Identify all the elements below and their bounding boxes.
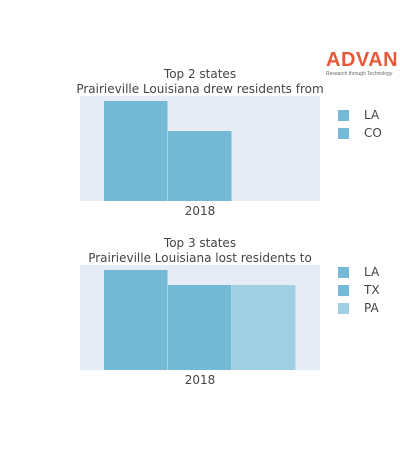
bar-tx <box>168 285 232 370</box>
chart-2-title: Top 3 states <box>163 236 237 250</box>
chart-2-subtitle: Prairieville Louisiana lost residents to <box>88 251 312 265</box>
legend-label: TX <box>364 283 380 297</box>
chart-1-legend: LA CO <box>338 106 382 142</box>
bar-co <box>168 131 232 201</box>
legend-label: LA <box>364 108 380 122</box>
bar-pa <box>232 285 296 370</box>
advan-logo: ADVAN Research through Technology <box>326 49 399 80</box>
chart-1-title: Top 2 states <box>163 67 237 81</box>
legend-label: LA <box>364 265 380 279</box>
chart-2-legend: LA TX PA <box>338 263 380 317</box>
x-tick-label: 2018 <box>185 373 216 387</box>
chart-1-subtitle: Prairieville Louisiana drew residents fr… <box>76 82 324 96</box>
legend-swatch <box>338 266 349 278</box>
bar-la <box>104 101 168 201</box>
chart-2: 2018 <box>80 265 320 387</box>
legend-item-tx[interactable]: TX <box>338 281 380 299</box>
legend-label: CO <box>364 126 382 140</box>
legend-swatch <box>338 127 349 139</box>
legend-swatch <box>338 284 349 296</box>
chart-1: 2018 <box>80 96 320 218</box>
x-tick-label: 2018 <box>185 204 216 218</box>
chart-2-title-block: Top 3 states Prairieville Louisiana lost… <box>40 236 360 266</box>
bar-la <box>104 270 168 370</box>
logo-wordmark: ADVAN <box>326 49 399 71</box>
chart-1-title-block: Top 2 states Prairieville Louisiana drew… <box>40 67 360 97</box>
legend-item-la[interactable]: LA <box>338 106 382 124</box>
legend-item-la[interactable]: LA <box>338 263 380 281</box>
legend-item-co[interactable]: CO <box>338 124 382 142</box>
legend-item-pa[interactable]: PA <box>338 299 380 317</box>
logo-tagline: Research through Technology <box>326 71 393 77</box>
legend-label: PA <box>364 301 379 315</box>
legend-swatch <box>338 302 349 314</box>
legend-swatch <box>338 109 349 121</box>
